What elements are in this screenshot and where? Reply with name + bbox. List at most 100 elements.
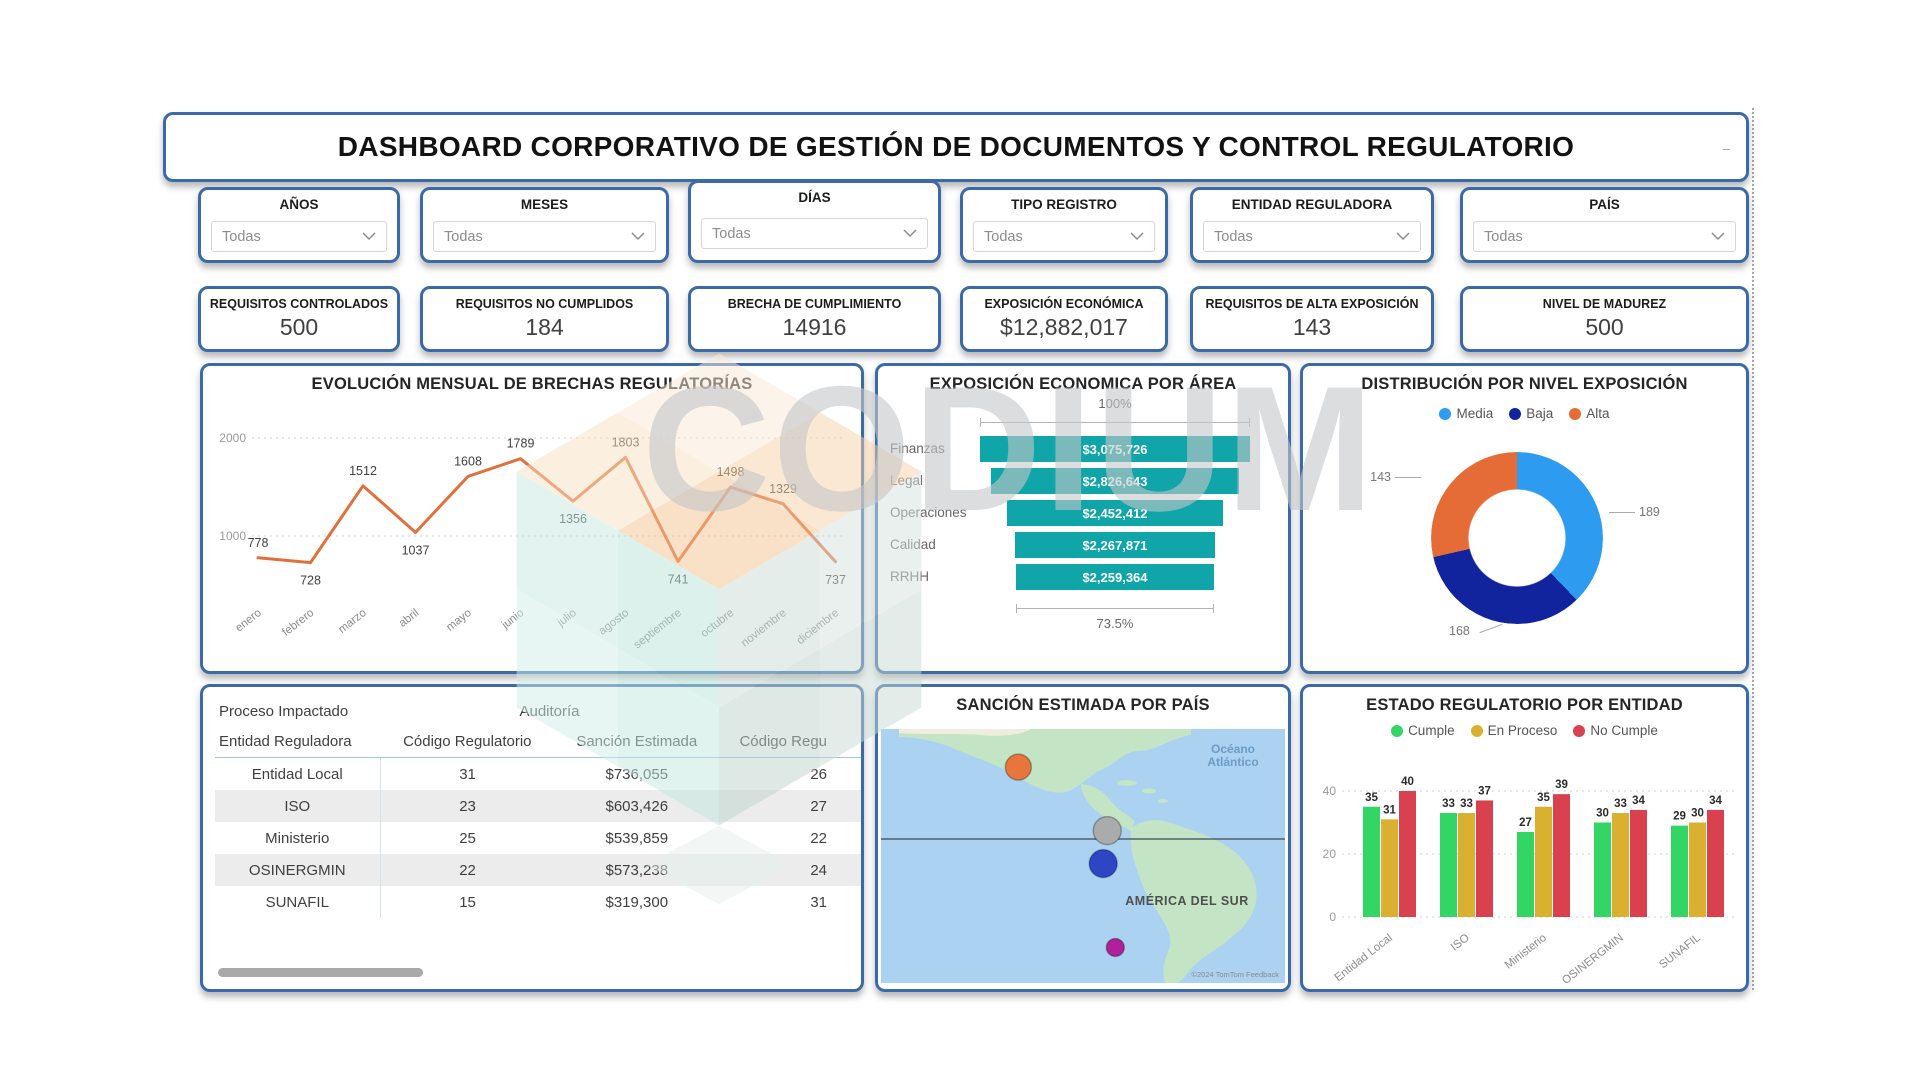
filter-regulator-dropdown[interactable]: Todas bbox=[1203, 221, 1421, 252]
funnel-value-label: $2,267,871 bbox=[1082, 537, 1148, 553]
kpi-value: 143 bbox=[1292, 314, 1332, 340]
table-cell: $573,238 bbox=[605, 861, 669, 879]
bar[interactable] bbox=[1630, 809, 1647, 917]
legend-item[interactable]: Cumple bbox=[1391, 723, 1455, 738]
data-label: 40 bbox=[1401, 776, 1414, 788]
funnel-bar[interactable]: $2,826,643 bbox=[990, 468, 1240, 494]
legend-item[interactable]: En Proceso bbox=[1470, 723, 1557, 738]
filter-label: TIPO REGISTRO bbox=[1011, 197, 1117, 212]
x-axis-label: enero bbox=[233, 607, 264, 635]
chevron-down-icon bbox=[1396, 232, 1410, 241]
bar[interactable] bbox=[1381, 819, 1398, 917]
filter-record-type: TIPO REGISTRO Todas bbox=[960, 187, 1168, 263]
kpi-requisitos-controlados: REQUISITOS CONTROLADOS 500 bbox=[198, 286, 400, 352]
kpi-label: REQUISITOS CONTROLADOS bbox=[209, 297, 389, 311]
bar[interactable] bbox=[1594, 822, 1611, 918]
funnel-value-label: $2,259,364 bbox=[1082, 569, 1148, 585]
dropdown-value: Todas bbox=[222, 228, 261, 245]
kpi-label: BRECHA DE CUMPLIMIENTO bbox=[727, 297, 902, 311]
filter-days-dropdown[interactable]: Todas bbox=[701, 218, 928, 249]
bar[interactable] bbox=[1363, 806, 1380, 917]
legend-label: Cumple bbox=[1408, 723, 1455, 738]
bar[interactable] bbox=[1458, 813, 1475, 917]
map-bubble[interactable] bbox=[1105, 937, 1126, 958]
bar[interactable] bbox=[1707, 809, 1724, 917]
horizontal-scrollbar[interactable] bbox=[218, 968, 423, 977]
column-header[interactable]: Sanción Estimada bbox=[554, 725, 719, 758]
kpi-nivel-madurez: NIVEL DE MADUREZ 500 bbox=[1460, 286, 1749, 352]
bar[interactable] bbox=[1399, 791, 1416, 917]
table-cell: $603,426 bbox=[605, 797, 669, 815]
ocean-label: Océano Atlántico bbox=[1207, 742, 1258, 769]
funnel-bar[interactable]: $2,452,412 bbox=[1007, 500, 1223, 526]
legend-item[interactable]: Alta bbox=[1569, 406, 1610, 421]
filter-months: MESES Todas bbox=[420, 187, 669, 263]
map-bubble[interactable] bbox=[1004, 753, 1033, 781]
column-header[interactable]: Código Regulatorio bbox=[380, 725, 555, 758]
data-label: 1329 bbox=[769, 482, 797, 496]
y-axis-label: 0 bbox=[1329, 910, 1336, 924]
bar[interactable] bbox=[1535, 806, 1552, 917]
x-axis-label: julio bbox=[555, 607, 579, 630]
bar[interactable] bbox=[1612, 813, 1629, 917]
table-row[interactable]: ISO 23 $603,426 27 bbox=[215, 790, 861, 822]
legend-item[interactable]: Media bbox=[1439, 406, 1493, 421]
map-land-us bbox=[899, 729, 1031, 736]
y-axis-label: 2000 bbox=[219, 431, 246, 445]
kpi-label: REQUISITOS DE ALTA EXPOSICIÓN bbox=[1205, 297, 1419, 311]
x-axis-label: abril bbox=[397, 607, 422, 630]
map-chart: Océano Atlántico AMÉRICA DEL SUR ©2024 To… bbox=[881, 729, 1285, 983]
chevron-down-icon bbox=[1130, 232, 1144, 241]
line-series[interactable] bbox=[256, 455, 837, 565]
legend-item[interactable]: No Cumple bbox=[1573, 723, 1658, 738]
map-bubble[interactable] bbox=[1088, 848, 1118, 879]
bar[interactable] bbox=[1553, 794, 1570, 917]
bar[interactable] bbox=[1671, 825, 1688, 917]
bar[interactable] bbox=[1476, 800, 1493, 917]
funnel-bar[interactable]: $3,075,726 bbox=[980, 436, 1250, 462]
line-chart: 1000 2000 778 728 1512 1037 1608 1789 1356 1803 74… bbox=[219, 431, 846, 651]
filter-months-dropdown[interactable]: Todas bbox=[433, 221, 656, 252]
table-cell: $539,859 bbox=[605, 829, 669, 847]
filter-country-dropdown[interactable]: Todas bbox=[1473, 221, 1736, 252]
kpi-exposicion-economica: EXPOSICIÓN ECONÓMICA $12,882,017 bbox=[960, 286, 1168, 352]
funnel-bar[interactable]: $2,267,871 bbox=[1015, 532, 1215, 558]
x-axis-label: Entidad Local bbox=[1333, 932, 1395, 984]
data-label: 741 bbox=[668, 572, 689, 586]
donut-callout-baja: 168 bbox=[1449, 624, 1470, 638]
legend-item[interactable]: Baja bbox=[1509, 406, 1553, 421]
data-label: 33 bbox=[1442, 798, 1455, 810]
donut-legend: Media Baja Alta bbox=[1303, 406, 1746, 421]
map-land-south-america bbox=[1130, 820, 1257, 983]
funnel-category-label: Finanzas bbox=[890, 441, 945, 456]
filter-label: PAÍS bbox=[1589, 197, 1620, 212]
data-label: 30 bbox=[1596, 808, 1609, 820]
column-header[interactable]: Código Regu bbox=[719, 725, 861, 758]
kpi-value: 500 bbox=[279, 314, 319, 340]
table-row[interactable]: Entidad Local 31 $736,055 26 bbox=[215, 757, 861, 790]
table-header-row: Entidad Reguladora Código Regulatorio Sa… bbox=[215, 725, 861, 758]
map-bubble[interactable] bbox=[1092, 815, 1122, 846]
column-header[interactable]: Entidad Reguladora bbox=[215, 725, 380, 758]
table-row[interactable]: Ministerio 25 $539,859 22 bbox=[215, 822, 861, 854]
bar[interactable] bbox=[1440, 813, 1457, 917]
x-axis-label: agosto bbox=[597, 607, 632, 638]
table-cell: OSINERGMIN bbox=[215, 854, 381, 886]
table-cell: 23 bbox=[459, 797, 476, 815]
map-bubbles bbox=[1004, 753, 1126, 958]
x-axis-label: diciembre bbox=[795, 607, 842, 647]
funnel-bar[interactable]: $2,259,364 bbox=[1015, 564, 1215, 590]
bar[interactable] bbox=[1517, 831, 1534, 917]
filter-years-dropdown[interactable]: Todas bbox=[211, 221, 387, 252]
table-row[interactable]: SUNAFIL 15 $319,300 31 bbox=[215, 886, 861, 918]
map-attribution: ©2024 TomTom Feedback bbox=[1191, 970, 1279, 979]
donut-ring[interactable] bbox=[1431, 452, 1603, 624]
funnel-category-label: RRHH bbox=[890, 569, 929, 584]
table-row[interactable]: OSINERGMIN 22 $573,238 24 bbox=[215, 854, 861, 886]
panel-line-chart: EVOLUCIÓN MENSUAL DE BRECHAS REGULATORÍA… bbox=[200, 363, 864, 674]
data-label: 30 bbox=[1691, 808, 1704, 820]
data-label: 34 bbox=[1632, 795, 1645, 807]
panel-funnel-chart: EXPOSICIÓN ECONOMICA POR ÁREA 100% Finan… bbox=[875, 363, 1291, 674]
filter-record-type-dropdown[interactable]: Todas bbox=[973, 221, 1155, 252]
bar[interactable] bbox=[1689, 822, 1706, 918]
